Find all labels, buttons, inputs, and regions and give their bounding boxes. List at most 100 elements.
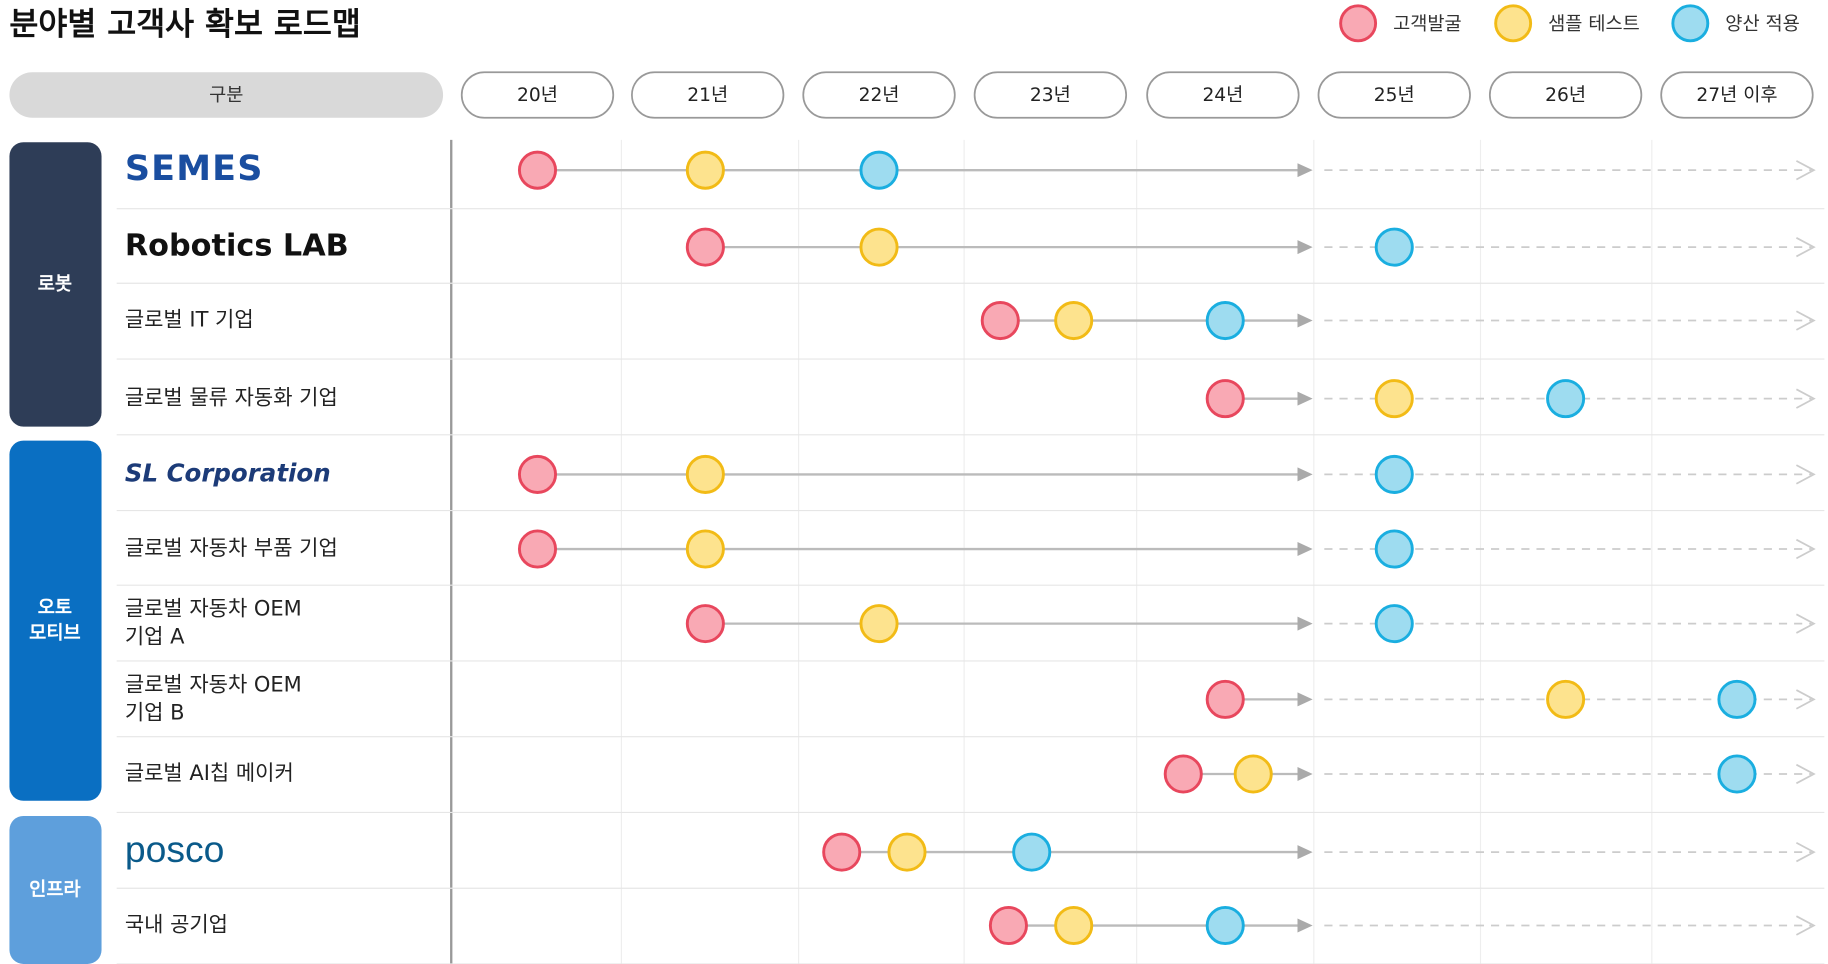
year-pill — [802, 71, 956, 119]
group-box — [9, 142, 102, 427]
solid-arrowhead — [1297, 313, 1313, 328]
row-label: posco — [125, 828, 225, 870]
solid-arrowhead — [1297, 542, 1313, 557]
row-label: 글로벌 자동차 OEM — [125, 672, 302, 696]
group-box — [9, 815, 102, 964]
milestone-dot — [980, 301, 1020, 341]
milestone-dot — [685, 150, 725, 190]
milestone-dot — [1054, 906, 1094, 946]
open-arrowhead — [1795, 613, 1816, 634]
milestone-dot — [1374, 379, 1414, 419]
year-label: 26년 — [1545, 85, 1586, 106]
year-pill — [1660, 71, 1814, 119]
row-label: SL Corporation — [125, 458, 331, 487]
milestone-dot — [1233, 754, 1273, 794]
group-label: 인프라 — [29, 879, 80, 900]
solid-arrowhead — [1297, 391, 1313, 406]
solid-arrowhead — [1297, 692, 1313, 707]
year-label: 23년 — [1030, 85, 1071, 106]
group-label: 오토 — [38, 597, 72, 618]
milestone-dot — [685, 227, 725, 267]
year-label: 27년 이후 — [1696, 85, 1777, 106]
year-pill — [1146, 71, 1300, 119]
group-box — [9, 440, 102, 801]
solid-arrowhead — [1297, 467, 1313, 482]
open-arrowhead — [1795, 538, 1816, 560]
solid-arrowhead — [1297, 918, 1313, 933]
open-arrowhead — [1795, 237, 1816, 258]
milestone-dot — [685, 454, 725, 494]
legend-label: 양산 적용 — [1725, 14, 1800, 35]
header-label: 구분 — [209, 85, 243, 106]
milestone-dot — [685, 604, 725, 644]
title: 분야별 고객사 확보 로드맵 — [9, 7, 360, 43]
milestone-dot — [517, 150, 558, 190]
milestone-dot — [685, 529, 725, 569]
milestone-dot — [517, 454, 558, 494]
milestone-dot — [822, 832, 862, 872]
year-pill — [973, 71, 1128, 119]
year-label: 21년 — [687, 85, 728, 106]
milestone-dot — [887, 832, 927, 872]
year-pill — [460, 71, 615, 119]
milestone-dot — [859, 604, 899, 644]
milestone-dot — [1546, 679, 1586, 719]
group-label: 로봇 — [38, 274, 72, 295]
milestone-dot — [1374, 604, 1414, 644]
milestone-dot — [1205, 301, 1245, 341]
solid-arrowhead — [1297, 767, 1313, 781]
legend-dot — [1339, 4, 1378, 43]
row-label: 국내 공기업 — [125, 913, 228, 937]
milestone-dot — [859, 227, 899, 267]
year-label: 24년 — [1202, 85, 1243, 106]
open-arrowhead — [1795, 388, 1816, 409]
open-arrowhead — [1795, 310, 1816, 331]
milestone-dot — [1546, 379, 1586, 419]
row-label: 기업 B — [125, 700, 185, 724]
group-label: 모티브 — [29, 623, 80, 644]
open-arrowhead — [1795, 689, 1816, 710]
milestone-dot — [1163, 754, 1203, 794]
row-label: SEMES — [125, 149, 264, 189]
milestone-dot — [1374, 529, 1414, 569]
milestone-dot — [859, 150, 899, 190]
legend-dot — [1494, 4, 1533, 43]
open-arrowhead — [1795, 842, 1816, 863]
milestone-dot — [1717, 679, 1757, 719]
open-arrowhead — [1795, 763, 1816, 785]
milestone-dot — [1205, 906, 1245, 946]
milestone-dot — [1374, 454, 1414, 494]
milestone-dot — [1717, 754, 1757, 794]
milestone-dot — [517, 529, 558, 569]
legend-label: 고객발굴 — [1393, 14, 1462, 35]
year-label: 25년 — [1374, 85, 1415, 106]
row-label: 글로벌 IT 기업 — [125, 308, 254, 332]
year-label: 20년 — [517, 85, 558, 106]
row-label: Robotics LAB — [125, 229, 349, 264]
row-label: 글로벌 AI칩 메이커 — [125, 761, 294, 785]
header-pill — [9, 72, 444, 118]
row-label: 기업 A — [125, 625, 185, 649]
row-label: 글로벌 자동차 OEM — [125, 597, 302, 621]
open-arrowhead — [1795, 464, 1816, 485]
open-arrowhead — [1795, 915, 1816, 936]
milestone-dot — [988, 906, 1028, 946]
milestone-dot — [1205, 379, 1245, 419]
solid-arrowhead — [1297, 616, 1313, 631]
solid-arrowhead — [1297, 240, 1313, 255]
year-pill — [1488, 71, 1643, 119]
solid-arrowhead — [1297, 845, 1313, 860]
row-label: 글로벌 자동차 부품 기업 — [125, 536, 338, 560]
open-arrowhead — [1795, 160, 1816, 181]
milestone-dot — [1374, 227, 1414, 267]
solid-arrowhead — [1297, 163, 1313, 178]
year-pill — [631, 71, 785, 119]
row-label: 글로벌 물류 자동화 기업 — [125, 386, 338, 410]
legend-dot — [1671, 4, 1710, 43]
milestone-dot — [1012, 832, 1052, 872]
year-label: 22년 — [859, 85, 900, 106]
year-pill — [1317, 71, 1471, 119]
milestone-dot — [1054, 301, 1094, 341]
legend-label: 샘플 테스트 — [1548, 14, 1640, 35]
